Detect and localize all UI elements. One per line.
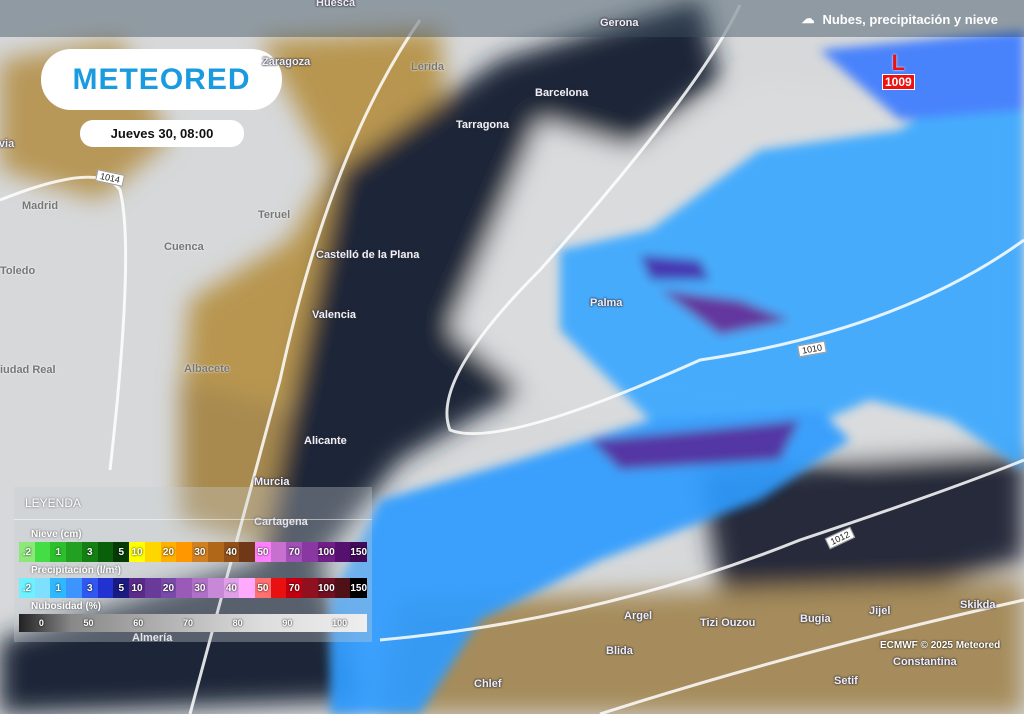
snow-scale-swatch bbox=[302, 542, 318, 562]
snow-label: Nieve (cm) bbox=[31, 529, 82, 540]
precip-scale-swatch: 20 bbox=[160, 578, 177, 598]
city-label: Palma bbox=[590, 297, 623, 309]
snow-scale-swatch bbox=[207, 542, 224, 562]
precip-scale-swatch: 100 bbox=[317, 578, 335, 598]
city-label: Gerona bbox=[600, 17, 639, 29]
precip-scale: .2 1 3 5 10 20 30 40 50 70 100 150 bbox=[19, 578, 368, 598]
precip-scale-swatch: 70 bbox=[286, 578, 303, 598]
city-label: Albacete bbox=[184, 363, 230, 375]
city-label: Huesca bbox=[316, 0, 356, 9]
top-bar bbox=[0, 0, 1024, 37]
precip-scale-swatch bbox=[239, 578, 256, 598]
precip-scale-swatch: 3 bbox=[81, 578, 98, 598]
cloud-scale-tick: 50 bbox=[83, 618, 94, 628]
snow-scale-swatch: 100 bbox=[317, 542, 335, 562]
low-symbol: L bbox=[891, 50, 906, 75]
snow-scale-swatch: .2 bbox=[19, 542, 35, 562]
snow-scale-swatch: 3 bbox=[81, 542, 98, 562]
city-label: Castelló de la Plana bbox=[316, 249, 420, 261]
city-label: Madrid bbox=[22, 200, 59, 212]
cloud-label: Nubosidad (%) bbox=[31, 601, 101, 612]
credit: ECMWF © 2025 Meteored bbox=[880, 640, 1001, 651]
snow-scale-swatch bbox=[144, 542, 161, 562]
city-label: Constantina bbox=[893, 656, 957, 668]
city-label: Cuenca bbox=[164, 241, 204, 253]
precip-scale-swatch: 50 bbox=[255, 578, 271, 598]
precip-label: Precipitación (l/m²) bbox=[31, 565, 122, 576]
city-label: Tarragona bbox=[456, 119, 509, 131]
cloud-scale-tick: 80 bbox=[232, 618, 243, 628]
precip-scale-swatch bbox=[270, 578, 287, 598]
snow-scale-swatch bbox=[34, 542, 51, 562]
snow-scale-swatch: 20 bbox=[160, 542, 177, 562]
divider bbox=[14, 519, 372, 520]
snow-scale-swatch: 150 bbox=[350, 542, 368, 562]
precip-scale-swatch bbox=[302, 578, 318, 598]
city-label: Almería bbox=[132, 632, 173, 644]
precip-scale-swatch bbox=[144, 578, 161, 598]
snow-scale-swatch: 50 bbox=[255, 542, 271, 562]
city-label: Toledo bbox=[0, 265, 36, 277]
precip-scale-swatch bbox=[97, 578, 114, 598]
city-label: Barcelona bbox=[535, 87, 589, 99]
snow-scale-swatch: 1 bbox=[50, 542, 67, 562]
precip-scale-swatch: 30 bbox=[192, 578, 208, 598]
snow-scale: .2 1 3 5 10 20 30 40 50 70 100 150 bbox=[19, 542, 368, 562]
city-label: Teruel bbox=[258, 209, 291, 221]
low-pressure-marker: L 1009 bbox=[882, 52, 915, 90]
city-label: Blida bbox=[606, 645, 633, 657]
city-label: Segovia bbox=[0, 138, 15, 150]
city-label: Skikda bbox=[960, 599, 996, 611]
layer-title: Nubes, precipitación y nieve bbox=[822, 11, 998, 27]
city-label: Lérida bbox=[411, 61, 445, 73]
precip-scale-swatch bbox=[176, 578, 193, 598]
low-pressure-value: 1009 bbox=[882, 74, 915, 90]
city-label: Chlef bbox=[474, 678, 502, 690]
precip-scale-swatch: 10 bbox=[129, 578, 145, 598]
layer-selector[interactable]: ☁ Nubes, precipitación y nieve bbox=[801, 11, 998, 27]
city-label: Zaragoza bbox=[262, 56, 311, 68]
cloud-scale: 0 50 60 70 80 90 100 bbox=[19, 614, 367, 632]
snow-scale-swatch: 5 bbox=[113, 542, 130, 562]
city-label: Jijel bbox=[869, 605, 891, 617]
snow-scale-swatch bbox=[176, 542, 193, 562]
cloud-scale-tick: 0 bbox=[38, 618, 44, 628]
precip-scale-swatch: 150 bbox=[350, 578, 368, 598]
snow-scale-swatch bbox=[270, 542, 287, 562]
precip-scale-swatch: 40 bbox=[223, 578, 240, 598]
city-label: Setif bbox=[834, 675, 858, 687]
city-label: Ciudad Real bbox=[0, 364, 56, 376]
precip-scale-swatch: 1 bbox=[50, 578, 67, 598]
city-label: Alicante bbox=[304, 435, 347, 447]
cloud-scale-tick: 60 bbox=[133, 618, 144, 628]
snow-scale-swatch: 70 bbox=[286, 542, 303, 562]
precip-scale-swatch: .2 bbox=[19, 578, 35, 598]
snow-scale-swatch bbox=[239, 542, 256, 562]
city-label: Murcia bbox=[254, 476, 290, 488]
forecast-datetime: Jueves 30, 08:00 bbox=[80, 120, 244, 147]
city-label: Tizi Ouzou bbox=[700, 617, 756, 629]
precip-scale-swatch bbox=[34, 578, 51, 598]
legend-panel: LEYENDA Nieve (cm) .2 1 3 5 10 20 30 40 50 70 100 1… bbox=[14, 487, 372, 642]
snow-scale-swatch bbox=[97, 542, 114, 562]
precip-scale-swatch bbox=[334, 578, 351, 598]
city-label: Argel bbox=[624, 610, 653, 622]
cloud-scale-tick: 100 bbox=[332, 618, 348, 628]
city-label: Bugia bbox=[800, 613, 831, 625]
legend-title[interactable]: LEYENDA bbox=[25, 496, 82, 510]
snow-scale-swatch bbox=[334, 542, 351, 562]
cloud-scale-tick: 70 bbox=[182, 618, 193, 628]
precip-scale-swatch: 5 bbox=[113, 578, 130, 598]
snow-scale-swatch bbox=[66, 542, 82, 562]
city-label: Valencia bbox=[312, 309, 357, 321]
snow-scale-swatch: 10 bbox=[129, 542, 145, 562]
snow-scale-swatch: 40 bbox=[223, 542, 240, 562]
cloud-rain-icon: ☁ bbox=[801, 11, 815, 26]
snow-scale-swatch: 30 bbox=[192, 542, 208, 562]
cloud-scale-tick: 90 bbox=[282, 618, 293, 628]
meteored-logo[interactable]: METEORED bbox=[41, 49, 282, 110]
precip-scale-swatch bbox=[66, 578, 82, 598]
precip-scale-swatch bbox=[207, 578, 224, 598]
